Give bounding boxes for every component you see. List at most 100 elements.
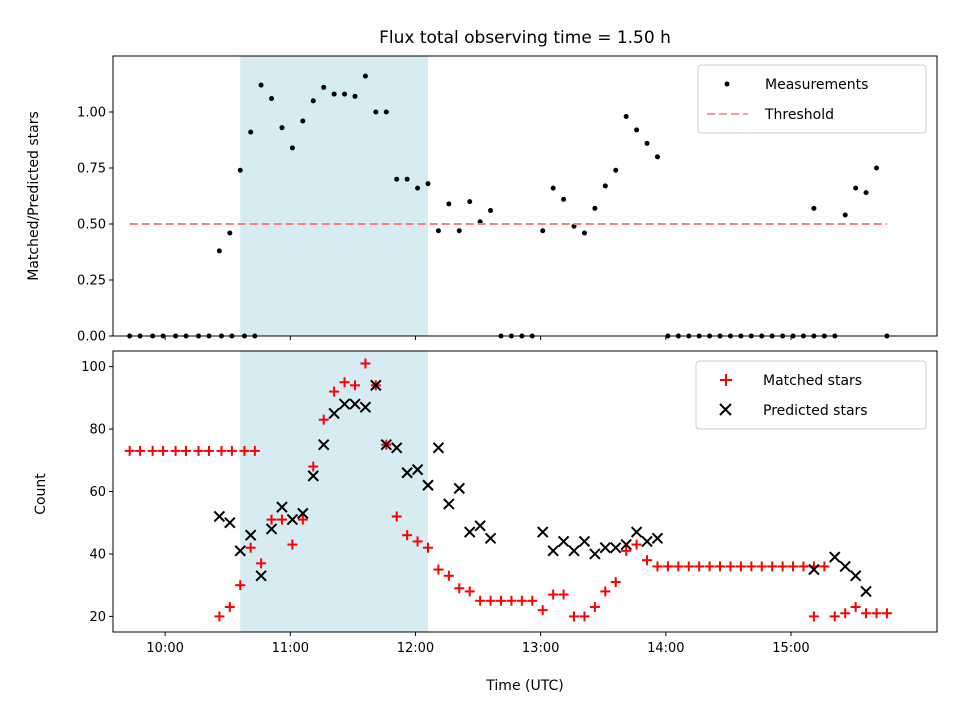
measurement-point	[581, 230, 587, 236]
matched-star-point	[391, 511, 402, 522]
matched-star-point	[798, 561, 809, 572]
legend-measurements-label: Measurements	[765, 77, 868, 93]
matched-star-point	[548, 589, 559, 600]
predicted-star-point	[297, 507, 309, 520]
predicted-star-point	[849, 570, 862, 582]
matched-star-point	[767, 561, 778, 572]
predicted-star-stroke2	[557, 535, 570, 548]
legend-matched-label: Matched stars	[763, 373, 862, 389]
measurement-point	[811, 205, 817, 211]
legend-predicted-marker	[719, 403, 732, 416]
predicted-star-stroke2	[808, 563, 820, 576]
predicted-star-stroke2	[338, 398, 351, 410]
matched-star-point	[735, 561, 746, 572]
predicted-star-point	[317, 438, 330, 451]
predicted-star-stroke2	[234, 545, 246, 557]
predicted-star-stroke2	[839, 560, 851, 573]
matched-star-point	[181, 445, 192, 456]
matched-star-point	[589, 602, 600, 613]
matched-star-point	[715, 561, 726, 572]
predicted-star-stroke2	[349, 398, 361, 410]
matched-star-point	[226, 445, 237, 456]
measurement-point	[613, 167, 619, 173]
predicted-star-point	[839, 560, 851, 573]
measurement-point	[435, 228, 441, 234]
predicted-star-point	[641, 535, 653, 548]
matched-star-point	[170, 445, 181, 456]
matched-star-point	[203, 445, 214, 456]
top-y-tick-label: 0.50	[77, 218, 106, 233]
matched-star-point	[329, 386, 340, 397]
predicted-star-point	[307, 470, 319, 482]
predicted-star-point	[380, 438, 392, 451]
measurement-point	[279, 125, 285, 131]
predicted-star-stroke2	[213, 510, 226, 523]
legend-measurements-marker	[724, 81, 730, 87]
matched-star-point	[454, 583, 465, 594]
predicted-star-stroke2	[328, 407, 340, 420]
matched-star-point	[349, 380, 360, 391]
matched-star-point	[124, 445, 135, 456]
top-legend: Measurements Threshold	[697, 64, 927, 134]
predicted-star-stroke2	[380, 438, 392, 451]
matched-star-point	[631, 539, 642, 550]
top-data-marks	[127, 73, 890, 339]
bottom-x-tick-label: 14:00	[647, 641, 684, 656]
measurement-point	[644, 140, 650, 146]
measurement-point	[362, 73, 368, 79]
predicted-star-stroke2	[401, 467, 413, 479]
predicted-star-point	[620, 538, 632, 551]
predicted-star-point	[338, 398, 351, 410]
legend-matched-marker	[720, 374, 732, 386]
predicted-star-stroke2	[829, 551, 841, 563]
matched-star-point	[422, 542, 433, 553]
bot-y-tick-label: 60	[89, 485, 106, 500]
predicted-star-stroke2	[390, 442, 403, 454]
matched-star-point	[276, 514, 287, 525]
matched-star-point	[600, 586, 611, 597]
matched-star-point	[840, 608, 851, 619]
bot-y-tick-label: 40	[89, 547, 106, 562]
measurement-point	[352, 93, 358, 99]
matched-star-point	[756, 561, 767, 572]
predicted-star-stroke2	[578, 535, 591, 548]
predicted-star-stroke2	[641, 535, 653, 548]
matched-star-point	[216, 445, 227, 456]
top-chart-title: Flux total observing time = 1.50 h	[379, 28, 671, 48]
measurement-point	[404, 176, 410, 182]
top-legend-box	[697, 64, 927, 134]
matched-star-point	[746, 561, 757, 572]
predicted-star-point	[537, 526, 549, 538]
matched-star-point	[224, 602, 235, 613]
measurement-point	[467, 199, 473, 205]
matched-star-point	[777, 561, 788, 572]
matched-star-point	[256, 558, 267, 569]
matched-star-point	[475, 595, 486, 606]
measurement-point	[310, 98, 316, 104]
predicted-star-point	[234, 545, 246, 557]
predicted-star-point	[484, 532, 497, 545]
predicted-star-point	[213, 510, 226, 523]
predicted-star-stroke2	[547, 545, 559, 557]
measurement-point	[592, 205, 598, 211]
matched-star-point	[558, 589, 569, 600]
predicted-star-point	[359, 401, 372, 413]
predicted-star-stroke2	[568, 545, 580, 557]
bottom-chart: 20 40 60 80 100 10:00 11:00 12:00 13:00 14:00 15:…	[33, 350, 938, 694]
measurement-point	[321, 84, 327, 90]
predicted-star-stroke2	[651, 532, 664, 545]
predicted-star-point	[349, 398, 361, 410]
matched-star-point	[158, 445, 169, 456]
measurement-point	[456, 228, 462, 234]
matched-star-point	[360, 358, 371, 369]
bottom-x-tick-label: 11:00	[272, 641, 309, 656]
measurement-point	[248, 129, 254, 135]
predicted-star-point	[860, 585, 872, 598]
predicted-star-stroke2	[443, 498, 455, 510]
matched-star-point	[579, 611, 590, 622]
bottom-x-tick-label: 15:00	[772, 641, 809, 656]
measurement-point	[237, 167, 243, 173]
measurement-point	[227, 230, 233, 236]
matched-star-point	[135, 445, 146, 456]
matched-star-point	[339, 377, 350, 388]
